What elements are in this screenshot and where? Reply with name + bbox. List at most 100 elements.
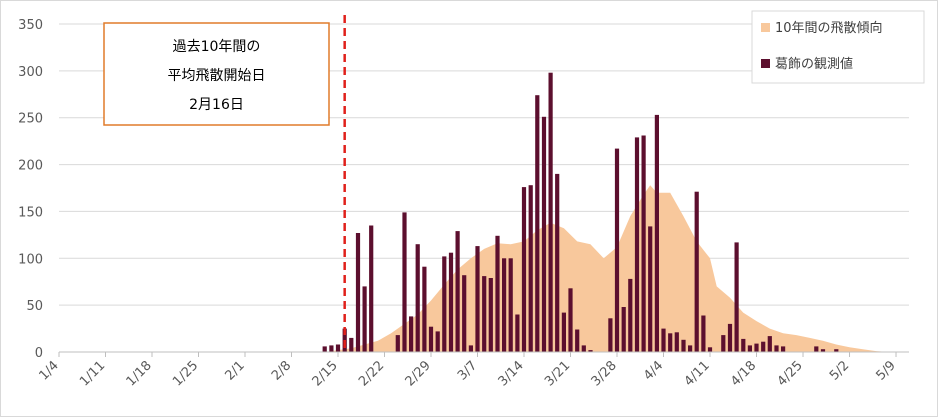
- data-bar: [581, 345, 586, 352]
- data-bar: [694, 191, 699, 352]
- data-bar: [521, 187, 527, 352]
- x-tick-label: 4/4: [641, 358, 666, 383]
- x-tick-label: 2/1: [222, 358, 247, 383]
- data-bar: [681, 339, 686, 352]
- data-bar: [528, 185, 533, 352]
- data-bar: [641, 135, 646, 352]
- data-bar: [462, 275, 467, 352]
- data-bar: [468, 345, 473, 352]
- x-tick-label: 1/11: [77, 358, 108, 389]
- data-bar: [349, 337, 354, 352]
- data-bar: [409, 316, 414, 352]
- data-bar: [362, 286, 367, 352]
- data-bar: [721, 335, 726, 352]
- x-tick-label: 1/18: [124, 358, 155, 389]
- data-bar: [355, 233, 361, 352]
- data-bar: [588, 350, 593, 352]
- data-bar: [621, 307, 626, 352]
- annotation-line-2: 平均飛散開始日: [168, 68, 266, 84]
- data-bar: [402, 212, 407, 352]
- data-bar: [482, 276, 487, 352]
- data-bar: [734, 242, 739, 352]
- data-bar: [422, 266, 427, 352]
- x-tick-label: 1/25: [170, 358, 201, 389]
- data-bar: [415, 244, 420, 352]
- data-bar: [455, 231, 460, 352]
- data-bar: [661, 328, 666, 352]
- data-bar: [369, 225, 374, 352]
- data-bar: [495, 235, 500, 352]
- data-bar: [754, 343, 759, 352]
- data-bar: [614, 148, 620, 352]
- annotation-line-3: 2月16日: [189, 97, 244, 113]
- data-bar: [774, 345, 779, 352]
- data-bar: [329, 345, 334, 352]
- legend-frame: [751, 10, 925, 84]
- y-tick-label: 100: [18, 252, 43, 267]
- data-bar: [820, 349, 826, 352]
- data-bar: [488, 278, 493, 352]
- data-bar: [335, 344, 341, 352]
- data-bar: [781, 346, 786, 352]
- x-tick-label: 3/21: [542, 358, 573, 389]
- x-tick-label: 3/7: [455, 358, 480, 383]
- annotation-line-1: 過去10年間の: [173, 39, 261, 55]
- data-bar: [741, 338, 746, 352]
- data-bar: [634, 137, 640, 352]
- data-bar: [814, 346, 819, 352]
- data-bar: [767, 336, 772, 352]
- data-bar: [727, 323, 733, 352]
- x-tick-label: 4/18: [728, 358, 759, 389]
- data-bar: [322, 346, 327, 352]
- x-tick-label: 1/4: [36, 358, 61, 383]
- data-bar: [628, 278, 633, 352]
- legend-area-swatch: [761, 23, 770, 32]
- x-tick-label: 3/28: [589, 358, 620, 389]
- data-bar: [575, 329, 580, 352]
- legend-area-label: 10年間の飛散傾向: [775, 20, 883, 36]
- bar-layer: [322, 72, 839, 353]
- data-bar: [674, 332, 679, 352]
- data-bar: [548, 72, 553, 352]
- y-tick-label: 300: [18, 65, 43, 80]
- data-bar: [428, 326, 434, 352]
- x-tick-label: 3/14: [496, 358, 527, 389]
- data-bar: [834, 349, 839, 352]
- y-tick-label: 50: [26, 299, 43, 314]
- y-tick-label: 200: [18, 159, 43, 174]
- x-tick-label: 2/29: [403, 358, 434, 389]
- data-bar: [654, 114, 659, 353]
- y-tick-label: 150: [18, 205, 43, 220]
- data-bar: [475, 246, 480, 352]
- data-bar: [568, 288, 573, 352]
- data-bar: [442, 256, 447, 352]
- data-bar: [515, 314, 520, 352]
- legend: 10年間の飛散傾向 葛飾の観測値: [751, 10, 925, 84]
- data-bar: [608, 318, 613, 352]
- x-tick-label: 2/8: [269, 358, 294, 383]
- data-bar: [561, 312, 566, 352]
- legend-bar-label: 葛飾の観測値: [775, 56, 853, 72]
- data-bar: [688, 345, 693, 352]
- y-tick-label: 250: [18, 112, 43, 127]
- data-bar: [747, 345, 752, 352]
- data-bar: [535, 95, 540, 352]
- annotation-box: [103, 22, 330, 126]
- data-bar: [761, 341, 766, 352]
- x-tick-label: 2/15: [310, 358, 341, 389]
- data-bar: [508, 258, 513, 352]
- x-tick-label: 5/9: [873, 358, 898, 383]
- y-tick-label: 0: [35, 346, 43, 361]
- x-tick-label: 2/22: [356, 358, 387, 389]
- data-bar: [541, 116, 547, 352]
- data-bar: [701, 315, 706, 352]
- data-bar: [435, 331, 440, 352]
- annotation-layer: 過去10年間の 平均飛散開始日 2月16日: [103, 15, 346, 352]
- data-bar: [448, 252, 454, 352]
- data-bar: [502, 258, 507, 352]
- x-tick-label: 4/11: [682, 358, 713, 389]
- data-bar: [707, 347, 713, 352]
- data-bar: [668, 333, 673, 352]
